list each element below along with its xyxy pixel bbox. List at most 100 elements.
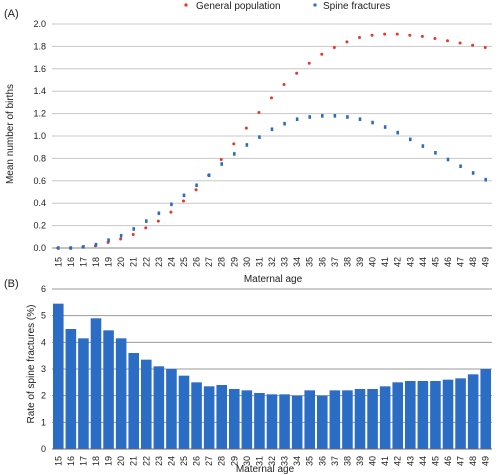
chart-a-point-spine-fractures — [471, 171, 475, 175]
chart-a-point-spine-fractures — [484, 177, 488, 182]
chart-b-y-axis-label: Rate of spine fractures (%) — [26, 305, 37, 424]
chart-a-point-spine-fractures — [182, 193, 186, 198]
chart-b-bar — [153, 366, 165, 449]
chart-a-y-tick-label: 1.0 — [33, 131, 46, 141]
panel-a-tag: (A) — [4, 8, 19, 20]
chart-a-point-general-population — [270, 96, 273, 100]
chart-a-point-general-population — [144, 226, 148, 230]
chart-b-bar — [442, 379, 454, 449]
chart-a-point-spine-fractures — [157, 211, 161, 216]
chart-a-point-general-population — [156, 219, 160, 223]
chart-b-x-tick-label: 21 — [129, 456, 139, 466]
chart-b-bar — [304, 390, 315, 449]
chart-b-x-tick-label: 43 — [405, 456, 415, 466]
chart-b-x-tick-label: 26 — [192, 456, 202, 466]
chart-b-x-tick-label: 24 — [166, 456, 176, 466]
chart-a-x-tick-label: 37 — [330, 257, 340, 267]
chart-b-bar — [90, 318, 102, 449]
chart-a-x-tick-label: 32 — [267, 257, 277, 267]
chart-b-bar — [216, 385, 227, 449]
chart-a-point-general-population — [257, 110, 261, 114]
chart-b-x-tick-label: 36 — [317, 456, 327, 466]
chart-b-y-tick-label: 2 — [41, 391, 46, 401]
chart-b-y-tick-label: 1 — [41, 417, 46, 427]
chart-b-bar — [367, 389, 378, 449]
chart-a-point-general-population — [458, 41, 462, 45]
chart-b-bar — [291, 395, 303, 449]
chart-a-point-spine-fractures — [107, 238, 110, 242]
chart-a-point-general-population — [420, 34, 424, 38]
chart-a-x-tick-label: 17 — [78, 257, 88, 267]
chart-a-x-tick-label: 39 — [355, 257, 365, 267]
chart-b-bar — [78, 338, 89, 449]
chart-a-x-tick-label: 38 — [342, 257, 352, 267]
chart-b-bar — [65, 329, 77, 449]
chart-a-point-general-population — [433, 37, 437, 41]
chart-a-point-general-population — [483, 46, 487, 50]
chart-b-y-tick-label: 0 — [41, 444, 46, 454]
chart-a-point-general-population — [219, 158, 223, 162]
chart-a-point-general-population — [131, 233, 135, 237]
chart-a-point-spine-fractures — [346, 115, 349, 119]
chart-b-x-tick-label: 30 — [242, 456, 252, 466]
chart-b-x-tick-label: 16 — [66, 456, 76, 466]
chart-a-point-spine-fractures — [69, 246, 73, 250]
chart-a-y-tick-label: 0.4 — [33, 198, 46, 208]
chart-b-bar — [467, 374, 479, 449]
chart-b-bar — [455, 378, 466, 449]
chart-a-x-tick-label: 27 — [204, 257, 214, 267]
chart-b-bar — [354, 389, 366, 449]
chart-a-point-spine-fractures — [434, 151, 437, 155]
chart-a-point-spine-fractures — [195, 183, 198, 188]
chart-a-point-spine-fractures — [383, 125, 387, 129]
chart-a-x-tick-label: 42 — [393, 257, 403, 267]
chart-a-x-tick-label: 41 — [380, 257, 390, 267]
chart-b-bar — [203, 386, 215, 449]
chart-a-x-tick-label: 33 — [280, 257, 290, 267]
chart-a-y-tick-label: 1.8 — [33, 41, 46, 51]
chart-b-bar — [128, 353, 139, 449]
chart-a-point-spine-fractures — [270, 127, 274, 132]
chart-a-point-general-population — [182, 199, 185, 203]
chart-a-point-spine-fractures — [258, 135, 261, 139]
chart-b-x-tick-label: 28 — [217, 456, 227, 466]
chart-b-bar — [191, 382, 202, 449]
chart-a-point-general-population — [169, 210, 173, 214]
chart-b-x-tick-label: 23 — [154, 456, 164, 466]
chart-b-x-tick-label: 15 — [53, 456, 63, 466]
chart-a-x-tick-label: 25 — [179, 257, 189, 267]
chart-a-x-tick-label: 47 — [456, 257, 466, 267]
chart-a-x-tick-label: 21 — [129, 257, 139, 267]
chart-b-x-tick-label: 44 — [418, 456, 428, 466]
chart-a-y-tick-label: 0.8 — [33, 153, 46, 163]
chart-b-bar — [279, 394, 290, 449]
chart-a-x-tick-label: 43 — [405, 257, 415, 267]
chart-a-x-tick-label: 16 — [66, 257, 76, 267]
chart-b-bar — [166, 369, 177, 449]
chart-b-x-tick-label: 18 — [91, 456, 101, 466]
chart-b-bar — [342, 390, 353, 449]
chart-a-point-spine-fractures — [421, 144, 425, 148]
chart-a-point-general-population — [383, 32, 387, 36]
chart-b-x-tick-label: 46 — [443, 456, 453, 466]
chart-a-y-tick-label: 1.6 — [33, 64, 46, 74]
chart-a-x-tick-label: 22 — [141, 257, 151, 267]
chart-a-x-tick-label: 34 — [292, 257, 302, 267]
chart-a-point-spine-fractures — [232, 152, 236, 156]
chart-a-x-tick-label: 29 — [229, 257, 239, 267]
chart-a-point-general-population — [332, 46, 336, 50]
panel-b-tag: (B) — [4, 278, 19, 290]
chart-b-bar — [241, 390, 253, 449]
chart-b-x-tick-label: 38 — [342, 456, 352, 466]
legend-marker-general-population — [184, 3, 188, 7]
chart-b-bar — [141, 359, 152, 449]
chart-b-x-tick-label: 19 — [104, 456, 114, 466]
chart-a-point-spine-fractures — [245, 143, 249, 147]
chart-b-bar — [115, 338, 127, 449]
chart-a-point-spine-fractures — [170, 202, 173, 207]
chart-b-x-tick-label: 27 — [204, 456, 214, 466]
legend-marker-spine-fractures — [313, 3, 317, 7]
chart-a-x-tick-label: 19 — [104, 257, 114, 267]
chart-b-x-tick-label: 47 — [456, 456, 466, 466]
